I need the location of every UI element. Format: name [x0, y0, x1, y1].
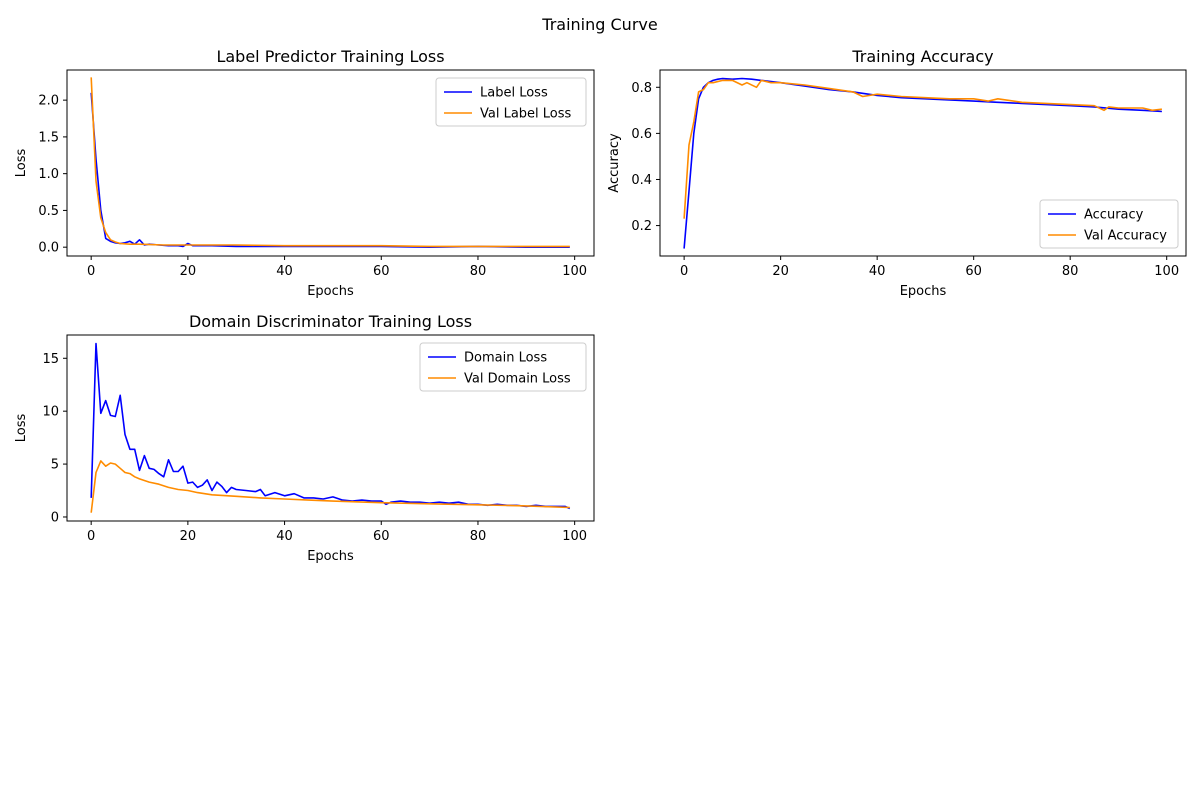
- figure-title: Training Curve: [541, 15, 657, 34]
- legend: Domain Loss Val Domain Loss: [419, 342, 587, 392]
- axes-frame: [66, 334, 595, 522]
- legend-label: Val Domain Loss: [464, 372, 571, 387]
- series-line-2: [90, 77, 570, 248]
- subplot-3: Domain Discriminator Training Loss 0 20 40 6…: [14, 312, 595, 564]
- axes-frame: [66, 69, 595, 257]
- y-tick-label: 2.0: [38, 94, 59, 109]
- legend-label: Val Label Loss: [480, 107, 572, 122]
- y-tick-label: 5: [51, 458, 59, 473]
- x-tick-label: 100: [562, 264, 587, 279]
- y-axis-label: Loss: [14, 414, 29, 443]
- x-tick-label: 0: [87, 529, 95, 544]
- legend-label: Domain Loss: [464, 351, 547, 366]
- legend-label: Label Loss: [480, 86, 548, 101]
- x-tick-label: 60: [965, 264, 982, 279]
- series-line-2: [683, 79, 1162, 219]
- subplot-1: Label Predictor Training Loss 0 20 40 60 80 10…: [14, 47, 595, 299]
- legend-box: [1039, 199, 1179, 249]
- y-tick-label: 10: [42, 405, 59, 420]
- x-tick-label: 0: [680, 264, 688, 279]
- x-tick-label: 20: [180, 264, 197, 279]
- y-axis-label: Accuracy: [607, 133, 622, 193]
- x-tick-label: 0: [87, 264, 95, 279]
- subplot-2: Training Accuracy 0 20 40 60 80 100 0.2 0.4 0.6 0.…: [607, 47, 1187, 299]
- x-tick-label: 80: [470, 264, 487, 279]
- y-axis-label: Loss: [14, 149, 29, 178]
- legend-box: [435, 77, 587, 127]
- legend-label: Accuracy: [1084, 208, 1144, 223]
- x-tick-label: 40: [276, 529, 293, 544]
- subplot-title: Training Accuracy: [851, 47, 993, 66]
- x-tick-label: 60: [373, 264, 390, 279]
- legend-label: Val Accuracy: [1084, 229, 1167, 244]
- y-tick-label: 0.0: [38, 241, 59, 256]
- x-axis-label: Epochs: [900, 284, 947, 299]
- y-tick-label: 1.0: [38, 167, 59, 182]
- legend: Accuracy Val Accuracy: [1039, 199, 1179, 249]
- x-tick-label: 40: [869, 264, 886, 279]
- y-tick-label: 0.4: [631, 173, 652, 188]
- subplots: Label Predictor Training Loss 0 20 40 60 80 10…: [14, 47, 1187, 564]
- subplot-title: Domain Discriminator Training Loss: [189, 312, 472, 331]
- legend: Label Loss Val Label Loss: [435, 77, 587, 127]
- y-tick-label: 0.5: [38, 204, 59, 219]
- y-tick-label: 0.8: [631, 81, 652, 96]
- x-tick-label: 80: [470, 529, 487, 544]
- x-tick-label: 100: [562, 529, 587, 544]
- x-axis-label: Epochs: [307, 549, 354, 564]
- x-tick-label: 100: [1154, 264, 1179, 279]
- x-tick-label: 20: [180, 529, 197, 544]
- y-tick-label: 0.2: [631, 219, 652, 234]
- y-tick-label: 0.6: [631, 127, 652, 142]
- y-tick-label: 0: [51, 510, 59, 525]
- x-tick-label: 80: [1062, 264, 1079, 279]
- subplot-title: Label Predictor Training Loss: [216, 47, 444, 66]
- x-tick-label: 60: [373, 529, 390, 544]
- x-axis-label: Epochs: [307, 284, 354, 299]
- y-tick-label: 15: [42, 352, 59, 367]
- y-tick-label: 1.5: [38, 130, 59, 145]
- x-tick-label: 20: [772, 264, 789, 279]
- x-tick-label: 40: [276, 264, 293, 279]
- legend-box: [419, 342, 587, 392]
- axes-frame: [659, 69, 1187, 257]
- series-line-2: [90, 460, 570, 513]
